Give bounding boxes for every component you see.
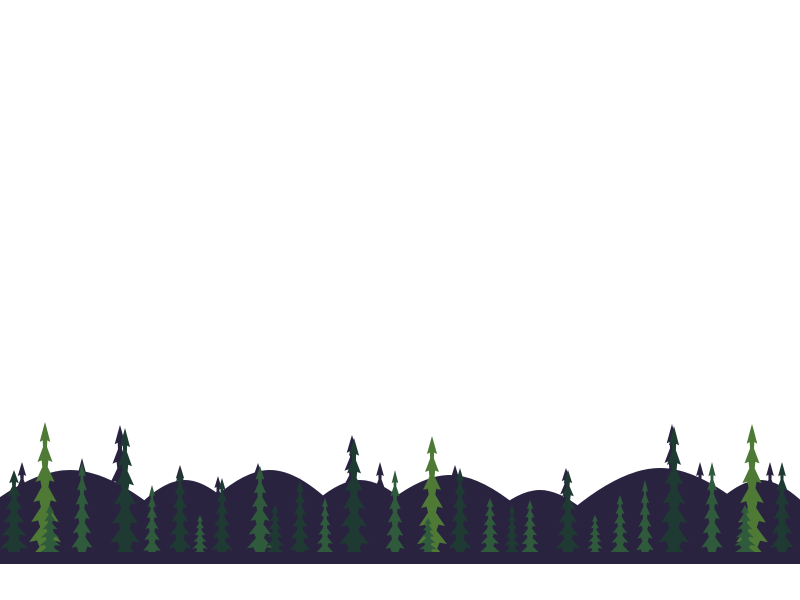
conifer-tree [70, 462, 94, 562]
silhouette-tree [441, 465, 469, 560]
conifer-tree [635, 480, 655, 562]
silhouette-tree [619, 492, 641, 560]
conifer-tree [36, 505, 64, 562]
conifer-tree [27, 422, 63, 562]
conifer-tree [210, 478, 234, 562]
conifer-tree [108, 428, 142, 562]
conifer-tree [502, 505, 522, 562]
conifer-tree [416, 518, 440, 562]
conifer-tree [700, 462, 724, 562]
forest-floor [0, 552, 800, 564]
conifer-tree [609, 495, 631, 562]
conifer-tree [142, 485, 162, 562]
silhouette-tree [8, 462, 36, 560]
silhouette-tree [600, 512, 620, 560]
silhouette-tree [687, 462, 713, 560]
conifer-tree [585, 515, 605, 562]
conifer-tree [731, 505, 759, 562]
conifer-tree [519, 500, 541, 562]
conifer-tree [167, 468, 193, 562]
conifer-tree [0, 470, 30, 562]
silhouette-tree [367, 462, 393, 560]
conifer-tree [554, 470, 582, 562]
conifer-tree [315, 498, 335, 562]
conifer-tree [288, 480, 312, 562]
conifer-trees-layer [0, 422, 795, 562]
conifer-tree [190, 515, 210, 562]
conifer-tree [447, 468, 473, 562]
silhouette-tree [757, 462, 783, 560]
conifer-tree [657, 426, 691, 562]
conifer-tree [769, 462, 795, 562]
conifer-tree [734, 424, 770, 562]
conifer-tree [384, 470, 406, 562]
conifer-tree [245, 466, 275, 562]
silhouette-tree [102, 425, 138, 560]
conifer-tree [478, 498, 502, 562]
silhouette-tree [206, 476, 230, 560]
conifer-tree [263, 505, 287, 562]
conifer-tree [415, 436, 449, 562]
conifer-tree [337, 438, 371, 562]
